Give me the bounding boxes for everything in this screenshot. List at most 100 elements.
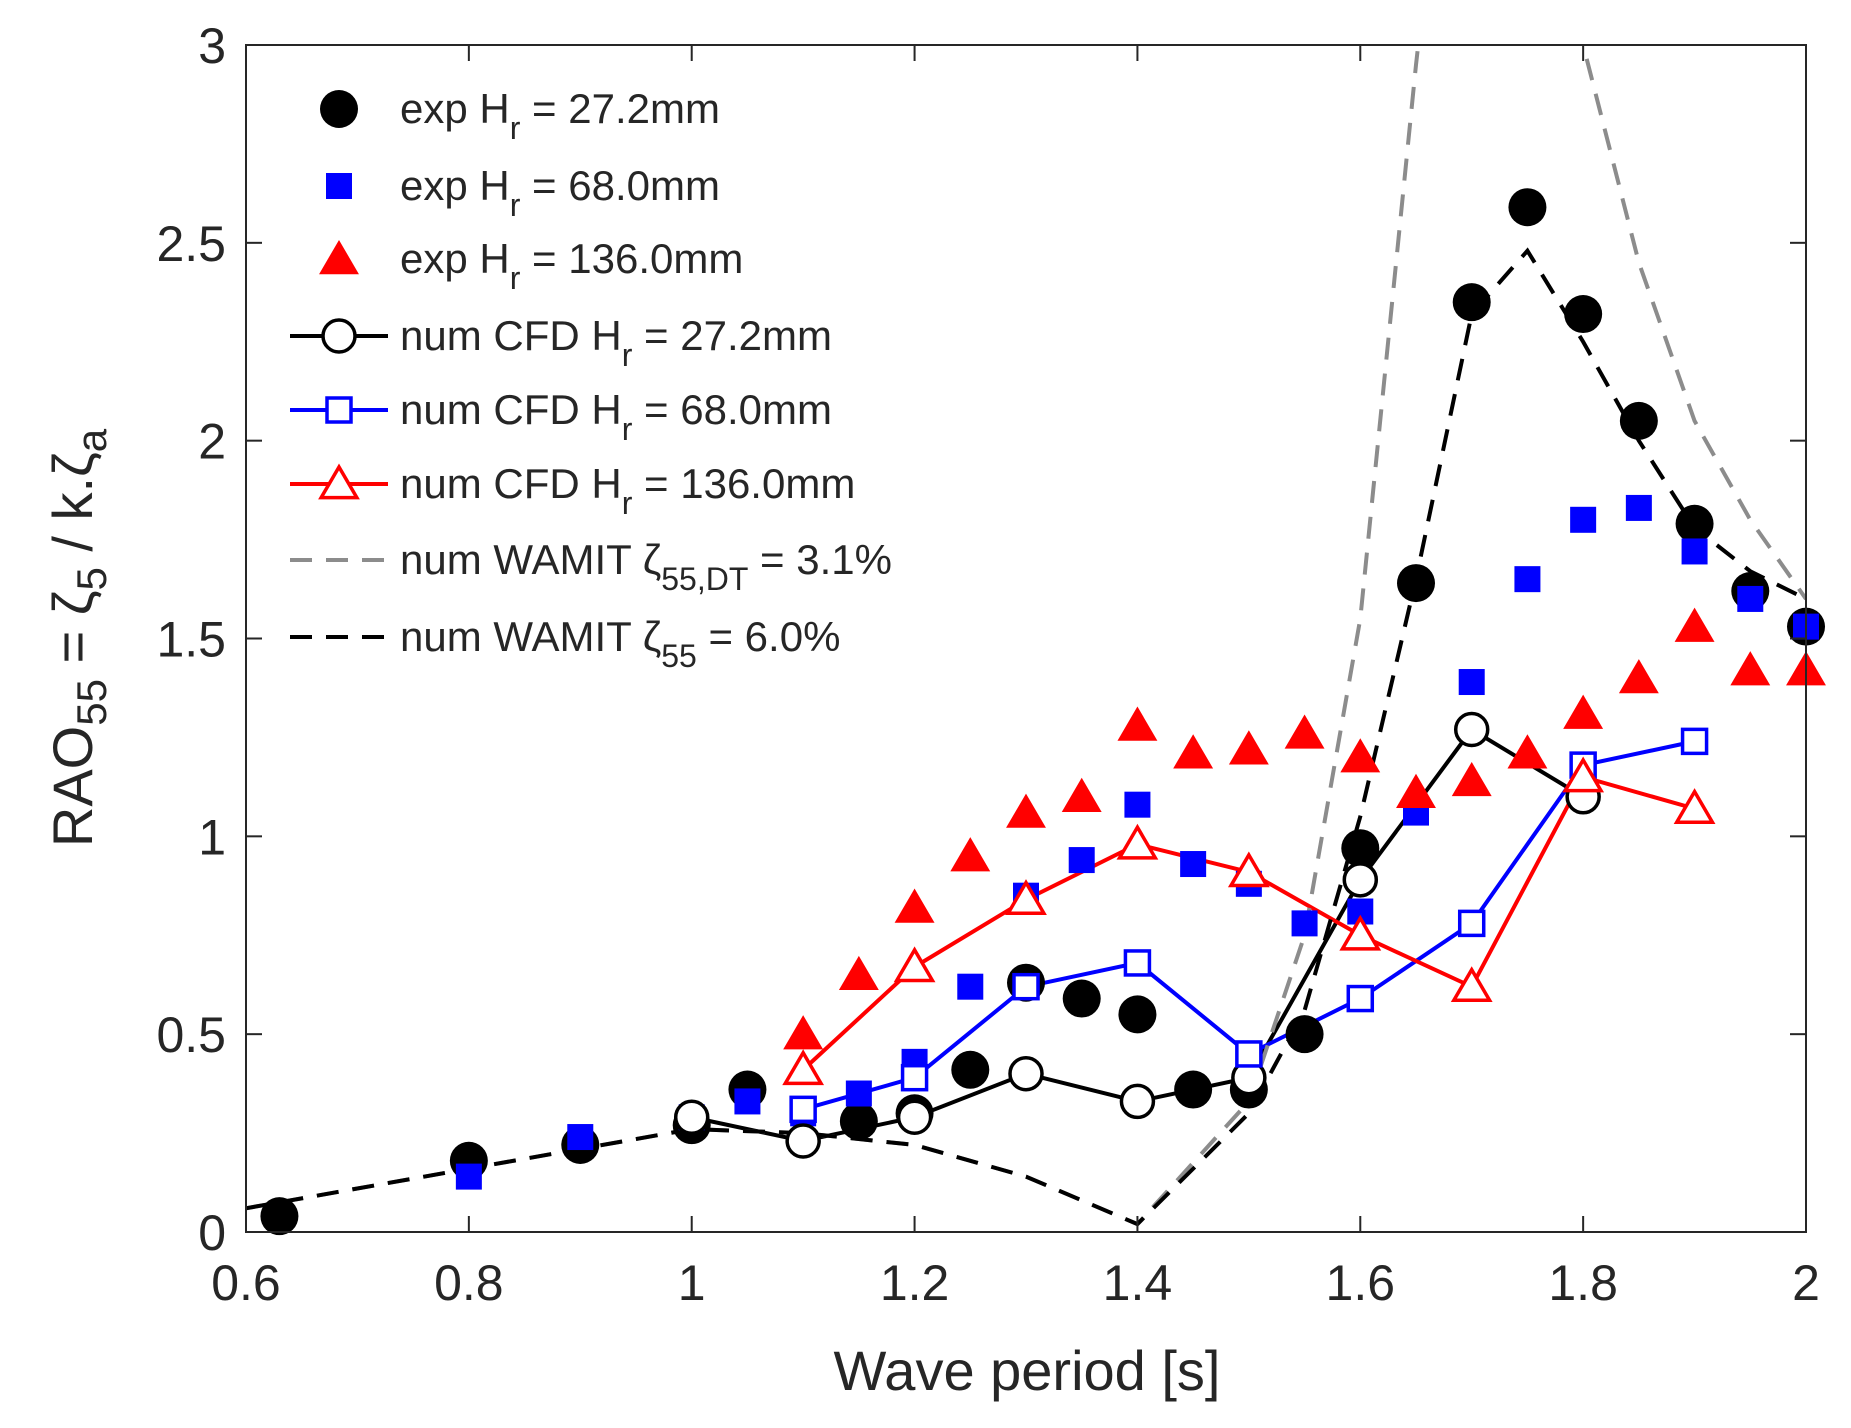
point [1291,910,1318,937]
point [957,973,984,1000]
point [325,396,353,424]
point [320,90,358,128]
subscript: 55,DT [661,561,748,597]
y-tick-label: 0 [198,1205,226,1261]
legend-label: num CFD Hr = 27.2mm [400,312,832,373]
point [1180,851,1207,878]
point [260,1197,299,1236]
point [1452,283,1491,322]
point [1451,761,1492,797]
point [900,1063,929,1092]
point [1396,773,1436,809]
point [1012,972,1040,1001]
label-part: num CFD H [400,460,622,507]
point [896,1099,933,1136]
point [1562,756,1605,793]
plot-marks [260,188,1826,1236]
label-part: = 6.0% [697,613,841,660]
point [1116,823,1159,860]
x-tick-label: 2 [1792,1255,1820,1311]
point [321,318,357,354]
label-part: exp H [400,235,510,282]
point [1341,829,1380,868]
point [845,1080,872,1107]
point [1006,793,1046,828]
point [1124,791,1151,818]
legend-label: exp Hr = 136.0mm [400,235,743,296]
y-tick-label: 1.5 [156,612,226,668]
x-tick-label: 0.6 [211,1255,281,1311]
x-tick-label: 1 [678,1255,706,1311]
label-part: = 136.0mm [632,460,855,507]
legend-label: num CFD Hr = 136.0mm [400,460,855,521]
label-part: = 136.0mm [520,235,743,282]
subscript: r [510,187,521,223]
point [673,1099,710,1136]
point [1508,188,1547,227]
subscript: r [510,110,521,146]
label-part: exp H [400,85,510,132]
point [1117,706,1158,741]
point [950,837,991,872]
point [1119,1083,1156,1120]
point [894,888,935,923]
subscript: r [622,337,633,373]
point [1284,714,1325,749]
y-axis-label: RAO55 = ζ5 / k.ζa [41,428,115,847]
point [1625,494,1652,521]
legend-label: num CFD Hr = 68.0mm [400,386,832,447]
point [1339,914,1382,951]
subscript: a [68,428,115,452]
x-tick-label: 1.6 [1326,1255,1396,1311]
point [1174,1070,1213,1109]
point [1507,734,1548,769]
point [838,955,879,991]
point [1061,777,1102,812]
point [1514,566,1541,593]
point [1005,879,1047,915]
legend-label: exp Hr = 27.2mm [400,85,720,146]
point [839,1102,878,1141]
point [1564,295,1603,334]
y-tick-label: 3 [198,18,226,74]
point [1123,949,1152,977]
point [319,240,359,275]
point [1342,862,1379,898]
point [782,1049,825,1086]
point [1570,506,1597,533]
point [1674,607,1715,642]
point [1346,984,1375,1013]
point [783,1015,824,1050]
legend-label: num WAMIT ζ55 = 6.0% [400,613,840,674]
point [1062,979,1101,1018]
axes: 0.6 0.8 1 1.2 1.4 1.6 1.8 2 0 0.5 1 1.5 2 2.5 3 Wave pe… [41,18,1820,1402]
point [785,1123,821,1159]
legend-label: num WAMIT ζ55,DT = 3.1% [400,536,892,597]
point [1730,651,1771,686]
label-part: num WAMIT ζ [400,536,661,583]
subscript: 55 [661,638,697,674]
point [1680,727,1709,756]
label-part: = ζ [41,591,104,680]
label-part: / k.ζ [41,452,104,567]
y-tick-label: 2 [198,414,226,470]
label-part: num WAMIT ζ [400,613,661,660]
label-part: num CFD H [400,312,622,359]
label-part: = 27.2mm [520,85,720,132]
point [1008,1055,1044,1092]
point [1068,847,1095,874]
subscript: r [622,485,633,521]
point [1453,711,1490,748]
y-tick-label: 2.5 [156,216,226,272]
point [1340,738,1381,773]
label-part: exp H [400,162,510,209]
point [1681,538,1708,565]
point [1450,966,1493,1003]
point [1173,734,1214,769]
point [455,1163,482,1190]
label-part: num CFD H [400,386,622,433]
point [893,946,936,983]
point [318,463,360,500]
